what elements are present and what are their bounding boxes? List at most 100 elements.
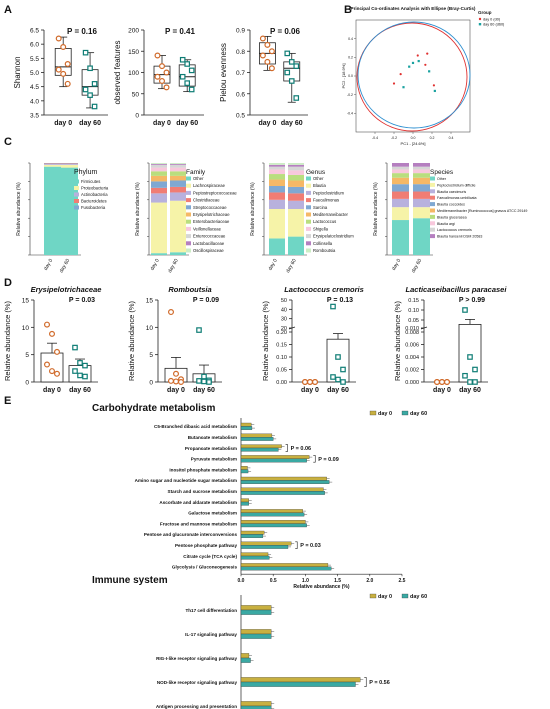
legend-label: Mediterraneibacter [313, 212, 349, 217]
legend-label: Proteobacteria [81, 186, 109, 191]
data-point-day60 [335, 376, 341, 383]
data-point-day0 [392, 82, 396, 85]
stack-segment [392, 173, 409, 178]
legend-swatch [186, 205, 191, 210]
y-axis-label: Relative abundance (%) [127, 300, 136, 381]
x-tick-label: day 0 [301, 387, 319, 394]
x-tick-label: day 60 [285, 258, 298, 274]
stack-segment [61, 164, 78, 168]
legend-title: Species [430, 169, 454, 176]
stack-segment [269, 209, 285, 239]
x-tick-label: day 60 [176, 120, 198, 127]
data-point-day0 [426, 52, 429, 55]
data-point-day60 [72, 368, 78, 374]
data-point-day60 [340, 366, 346, 373]
data-point-day60 [184, 61, 191, 67]
legend-swatch [186, 183, 191, 188]
data-point-day60 [411, 61, 415, 65]
panel-label-e: E [4, 395, 11, 407]
stack-segment [392, 198, 409, 208]
y-tick-label: 150 [128, 49, 139, 56]
data-point-day0 [264, 41, 271, 48]
data-point-day60 [428, 70, 431, 73]
bar-day0 [240, 653, 250, 659]
legend-label: Other [313, 176, 324, 181]
panel-label-b: B [344, 4, 352, 16]
legend-label: Faecalimonas [313, 198, 339, 203]
stack-segment [269, 166, 285, 170]
legend-label: Fusobacteria [81, 205, 106, 210]
legend-swatch [186, 226, 191, 231]
legend-label-day0: day 0 [378, 594, 392, 600]
row-label: NOD-like receptor signaling pathway [157, 680, 238, 685]
x-tick-label: -0.2 [391, 136, 397, 140]
data-point-day0 [154, 73, 161, 80]
row-label: Pentose and glucuronate interconversions [144, 532, 238, 537]
data-point-day0 [312, 379, 319, 386]
chart-title: Lactococcus cremoris [284, 285, 364, 294]
stack-segment [288, 236, 304, 255]
stack-segment [288, 164, 304, 167]
data-point-day0 [60, 70, 67, 77]
y-tick-label: 0.05 [276, 368, 287, 374]
data-point-day0 [64, 60, 71, 67]
y-axis-label: Relative abundance (%) [16, 182, 22, 236]
legend-label-day60: day 60 (d60) [483, 23, 505, 27]
legend-label: Blautia hansenii DSM 20583 [437, 235, 482, 239]
row-label: Th17 cell differentiation [185, 608, 237, 613]
stack-segment [170, 180, 186, 187]
y-tick-label: 0.4 [348, 37, 353, 41]
y-axis-label: Relative abundance (%) [250, 182, 256, 236]
bar-day60 [240, 657, 251, 663]
legend-swatch [306, 212, 311, 217]
stacked-chart-4: Relative abundance (%) day 0 day 60 Species… [373, 162, 527, 274]
stack-segment [151, 187, 167, 194]
stack-segment [392, 177, 409, 185]
y-tick-label: 0.10 [276, 355, 287, 361]
legend-swatch [306, 176, 311, 181]
legend-swatch [430, 208, 435, 213]
stack-segment [288, 200, 304, 209]
legend-swatch [306, 183, 311, 188]
x-tick-label: day 0 [153, 120, 171, 127]
stack-segment [151, 202, 167, 254]
hbar-chart-2: Immune system0.000.020.040.060.080.10Rel… [92, 575, 427, 709]
chart-title: Immune system [92, 575, 168, 586]
y-tick-label: 4.5 [30, 84, 39, 91]
box-chart-1: 3.5 4.0 4.5 5.0 5.5 6.0 6.5 Shannon P = 0.16 day … [13, 27, 108, 127]
data-point-day0 [60, 43, 67, 50]
row-label: Starch and sucrose metabolism [168, 489, 237, 494]
data-point-day60 [408, 65, 411, 68]
bar-day60 [240, 437, 274, 441]
stack-segment [288, 186, 304, 194]
bar-day0 [240, 433, 273, 438]
stack-segment [392, 163, 409, 167]
bar-day0 [240, 444, 282, 449]
data-point-day0 [399, 73, 402, 76]
stack-segment [44, 166, 61, 255]
legend-swatch [74, 199, 79, 203]
p-value-label: P = 0.06 [270, 27, 300, 36]
stack-segment [170, 163, 186, 165]
bar-day0 [240, 701, 272, 707]
data-point-day0 [53, 348, 60, 355]
y-tick-label: -0.2 [347, 93, 353, 97]
p-value-label: P = 0.09 [193, 297, 219, 304]
y-tick-label: 0.0 [348, 74, 353, 78]
bar-day0 [240, 541, 292, 546]
stack-segment [44, 163, 61, 165]
row-label: RIG-I-like receptor signaling pathway [156, 656, 237, 661]
x-tick-label: 2.0 [366, 578, 373, 584]
stack-segment [413, 166, 430, 170]
bar-dot-chart-2: 0 5 10 15 Relative abundance (%) Romboutsia P … [127, 285, 222, 394]
legend-label: Lactococcus cremoris [437, 228, 472, 232]
y-tick-label: 5.0 [30, 70, 39, 77]
legend-label: Blautia argi [437, 222, 455, 226]
stack-segment [288, 174, 304, 181]
legend-swatch [430, 214, 435, 219]
row-label: Amino sugar and nucleotide sugar metabol… [135, 478, 237, 483]
data-point-day60 [335, 354, 341, 360]
stack-segment [151, 193, 167, 203]
bar-day60 [240, 609, 272, 615]
